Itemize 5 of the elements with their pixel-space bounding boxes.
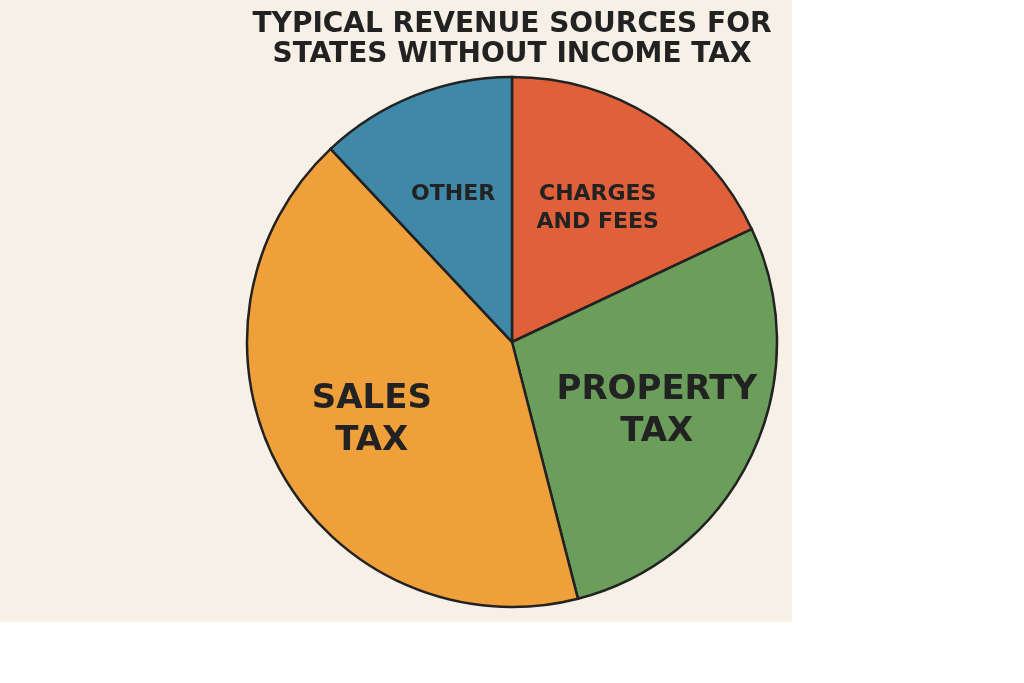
slice-label: OTHER — [411, 180, 496, 206]
chart-title: TYPICAL REVENUE SOURCES FOR STATES WITHOUT INCOME TAX — [252, 6, 772, 69]
slice-label: CHARGES AND FEES — [536, 180, 659, 233]
slice-label: PROPERTY TAX — [556, 366, 758, 450]
slice-label: SALES TAX — [311, 375, 432, 459]
